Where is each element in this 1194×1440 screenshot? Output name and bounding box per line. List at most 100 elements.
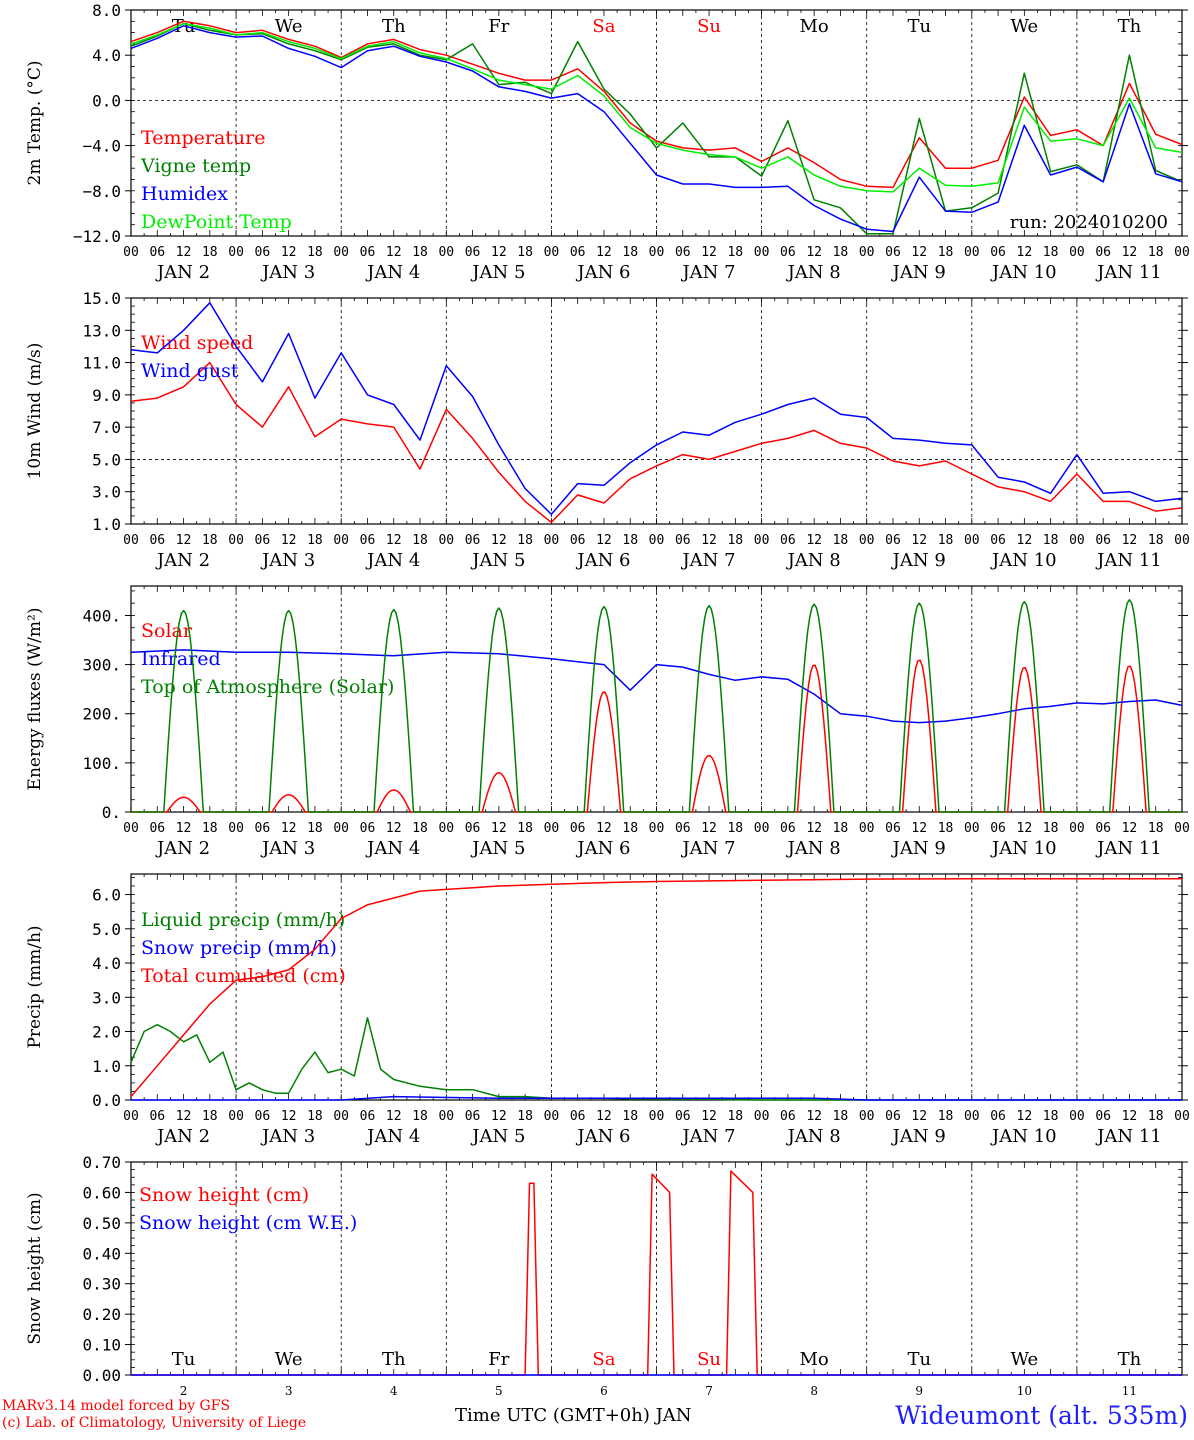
hour-tick-label: 00 <box>333 1109 349 1124</box>
hour-tick-label: 06 <box>780 821 796 836</box>
hour-tick-label: 06 <box>255 1109 271 1124</box>
y-tick-label: 0.40 <box>82 1244 121 1263</box>
y-tick-label: 100. <box>82 754 121 773</box>
hour-tick-label: 00 <box>1069 821 1085 836</box>
legend-entry: Infrared <box>141 648 221 670</box>
y-tick-label: 200. <box>82 705 121 724</box>
hour-tick-label: 18 <box>1043 533 1059 548</box>
hour-tick-label: 06 <box>780 245 796 260</box>
hour-tick-label: 18 <box>412 245 428 260</box>
y-tick-label: 0.50 <box>82 1214 121 1233</box>
date-label: JAN 8 <box>786 838 841 859</box>
hour-tick-label: 00 <box>333 245 349 260</box>
date-label: JAN 8 <box>786 1126 841 1147</box>
hour-tick-label: 18 <box>1148 1109 1164 1124</box>
date-label: JAN 5 <box>470 838 525 859</box>
date-label: JAN 6 <box>575 550 630 571</box>
weekday-label: Sa <box>592 1349 615 1370</box>
weekday-label: Th <box>1118 1349 1142 1370</box>
hour-tick-label: 18 <box>622 533 638 548</box>
y-tick-label: 0.60 <box>82 1183 121 1202</box>
day-number-label: 6 <box>600 1384 608 1398</box>
hour-tick-label: 06 <box>149 821 165 836</box>
hour-tick-label: 00 <box>754 533 770 548</box>
hour-tick-label: 18 <box>1043 821 1059 836</box>
date-label: JAN 2 <box>155 838 210 859</box>
series-line-2 <box>131 1095 1182 1101</box>
hour-tick-label: 18 <box>412 1109 428 1124</box>
credit-line-model: MARv3.14 model forced by GFS <box>2 1398 231 1414</box>
series-line-3 <box>130 25 1183 233</box>
hour-tick-label: 18 <box>938 1109 954 1124</box>
hour-tick-label: 18 <box>727 1109 743 1124</box>
hour-tick-label: 00 <box>228 533 244 548</box>
hour-tick-label: 00 <box>438 533 454 548</box>
series-line-1 <box>130 20 1183 189</box>
hour-tick-label: 12 <box>806 245 822 260</box>
date-label: JAN 11 <box>1095 262 1162 283</box>
hour-tick-label: 12 <box>911 245 927 260</box>
hour-tick-label: 18 <box>517 245 533 260</box>
hour-tick-label: 12 <box>596 245 612 260</box>
legend-entry: Vigne temp <box>140 155 251 177</box>
date-label: JAN 2 <box>155 550 210 571</box>
panel-2: 15.0 13.0 11.0 9.0 7.0 5.0 3.0 1.0 10m Wind (m/s… <box>25 289 1190 571</box>
hour-tick-label: 06 <box>1095 245 1111 260</box>
hour-tick-label: 12 <box>1017 533 1033 548</box>
hour-tick-label: 06 <box>149 533 165 548</box>
hour-tick-label: 12 <box>176 533 192 548</box>
hour-tick-label: 12 <box>806 821 822 836</box>
hour-tick-label: 18 <box>727 533 743 548</box>
hour-tick-label: 12 <box>491 533 507 548</box>
date-label: JAN 3 <box>260 838 315 859</box>
hour-tick-label: 00 <box>649 533 665 548</box>
y-tick-label: 0. <box>102 803 121 822</box>
hour-tick-label: 12 <box>701 821 717 836</box>
hour-tick-label: 12 <box>1017 821 1033 836</box>
hour-tick-label: 00 <box>1174 245 1190 260</box>
hour-tick-label: 18 <box>727 245 743 260</box>
weekday-label: Fr <box>488 16 509 37</box>
hour-tick-label: 18 <box>622 821 638 836</box>
date-label: JAN 6 <box>575 838 630 859</box>
date-label: JAN 4 <box>365 838 420 859</box>
hour-tick-label: 18 <box>833 533 849 548</box>
hour-tick-label: 18 <box>833 821 849 836</box>
weekday-label: Mo <box>800 1349 829 1370</box>
hour-tick-label: 06 <box>149 245 165 260</box>
series-line-4 <box>130 22 1183 193</box>
y-tick-label: 13.0 <box>82 321 121 340</box>
hour-tick-label: 18 <box>202 533 218 548</box>
hour-tick-label: 12 <box>176 821 192 836</box>
weekday-label: Su <box>697 16 721 37</box>
hour-tick-label: 06 <box>465 1109 481 1124</box>
hour-tick-label: 12 <box>491 245 507 260</box>
hour-tick-label: 06 <box>885 1109 901 1124</box>
hour-tick-label: 12 <box>596 533 612 548</box>
date-label: JAN 9 <box>891 1126 946 1147</box>
hour-tick-label: 18 <box>307 821 323 836</box>
hour-tick-label: 00 <box>228 821 244 836</box>
y-tick-label: 0.0 <box>92 1091 121 1110</box>
hour-tick-label: 18 <box>938 245 954 260</box>
hour-tick-label: 18 <box>517 533 533 548</box>
y-tick-label: 0.0 <box>92 91 121 110</box>
hour-tick-label: 12 <box>1122 1109 1138 1124</box>
hour-tick-label: 18 <box>938 821 954 836</box>
hour-tick-label: 00 <box>859 1109 875 1124</box>
series-line-2 <box>130 302 1183 516</box>
hour-tick-label: 06 <box>675 245 691 260</box>
hour-tick-label: 06 <box>885 245 901 260</box>
hour-tick-label: 12 <box>596 821 612 836</box>
legend-entry: Wind gust <box>141 360 239 382</box>
weekday-label: Th <box>382 1349 406 1370</box>
series-line-1 <box>131 1170 1182 1376</box>
hour-tick-label: 18 <box>517 1109 533 1124</box>
date-label: JAN 3 <box>260 550 315 571</box>
y-tick-label: 15.0 <box>82 289 121 308</box>
hour-tick-label: 12 <box>386 821 402 836</box>
hour-tick-label: 00 <box>123 245 139 260</box>
day-number-label: 3 <box>285 1384 293 1398</box>
hour-tick-label: 06 <box>885 821 901 836</box>
hour-tick-label: 18 <box>622 1109 638 1124</box>
